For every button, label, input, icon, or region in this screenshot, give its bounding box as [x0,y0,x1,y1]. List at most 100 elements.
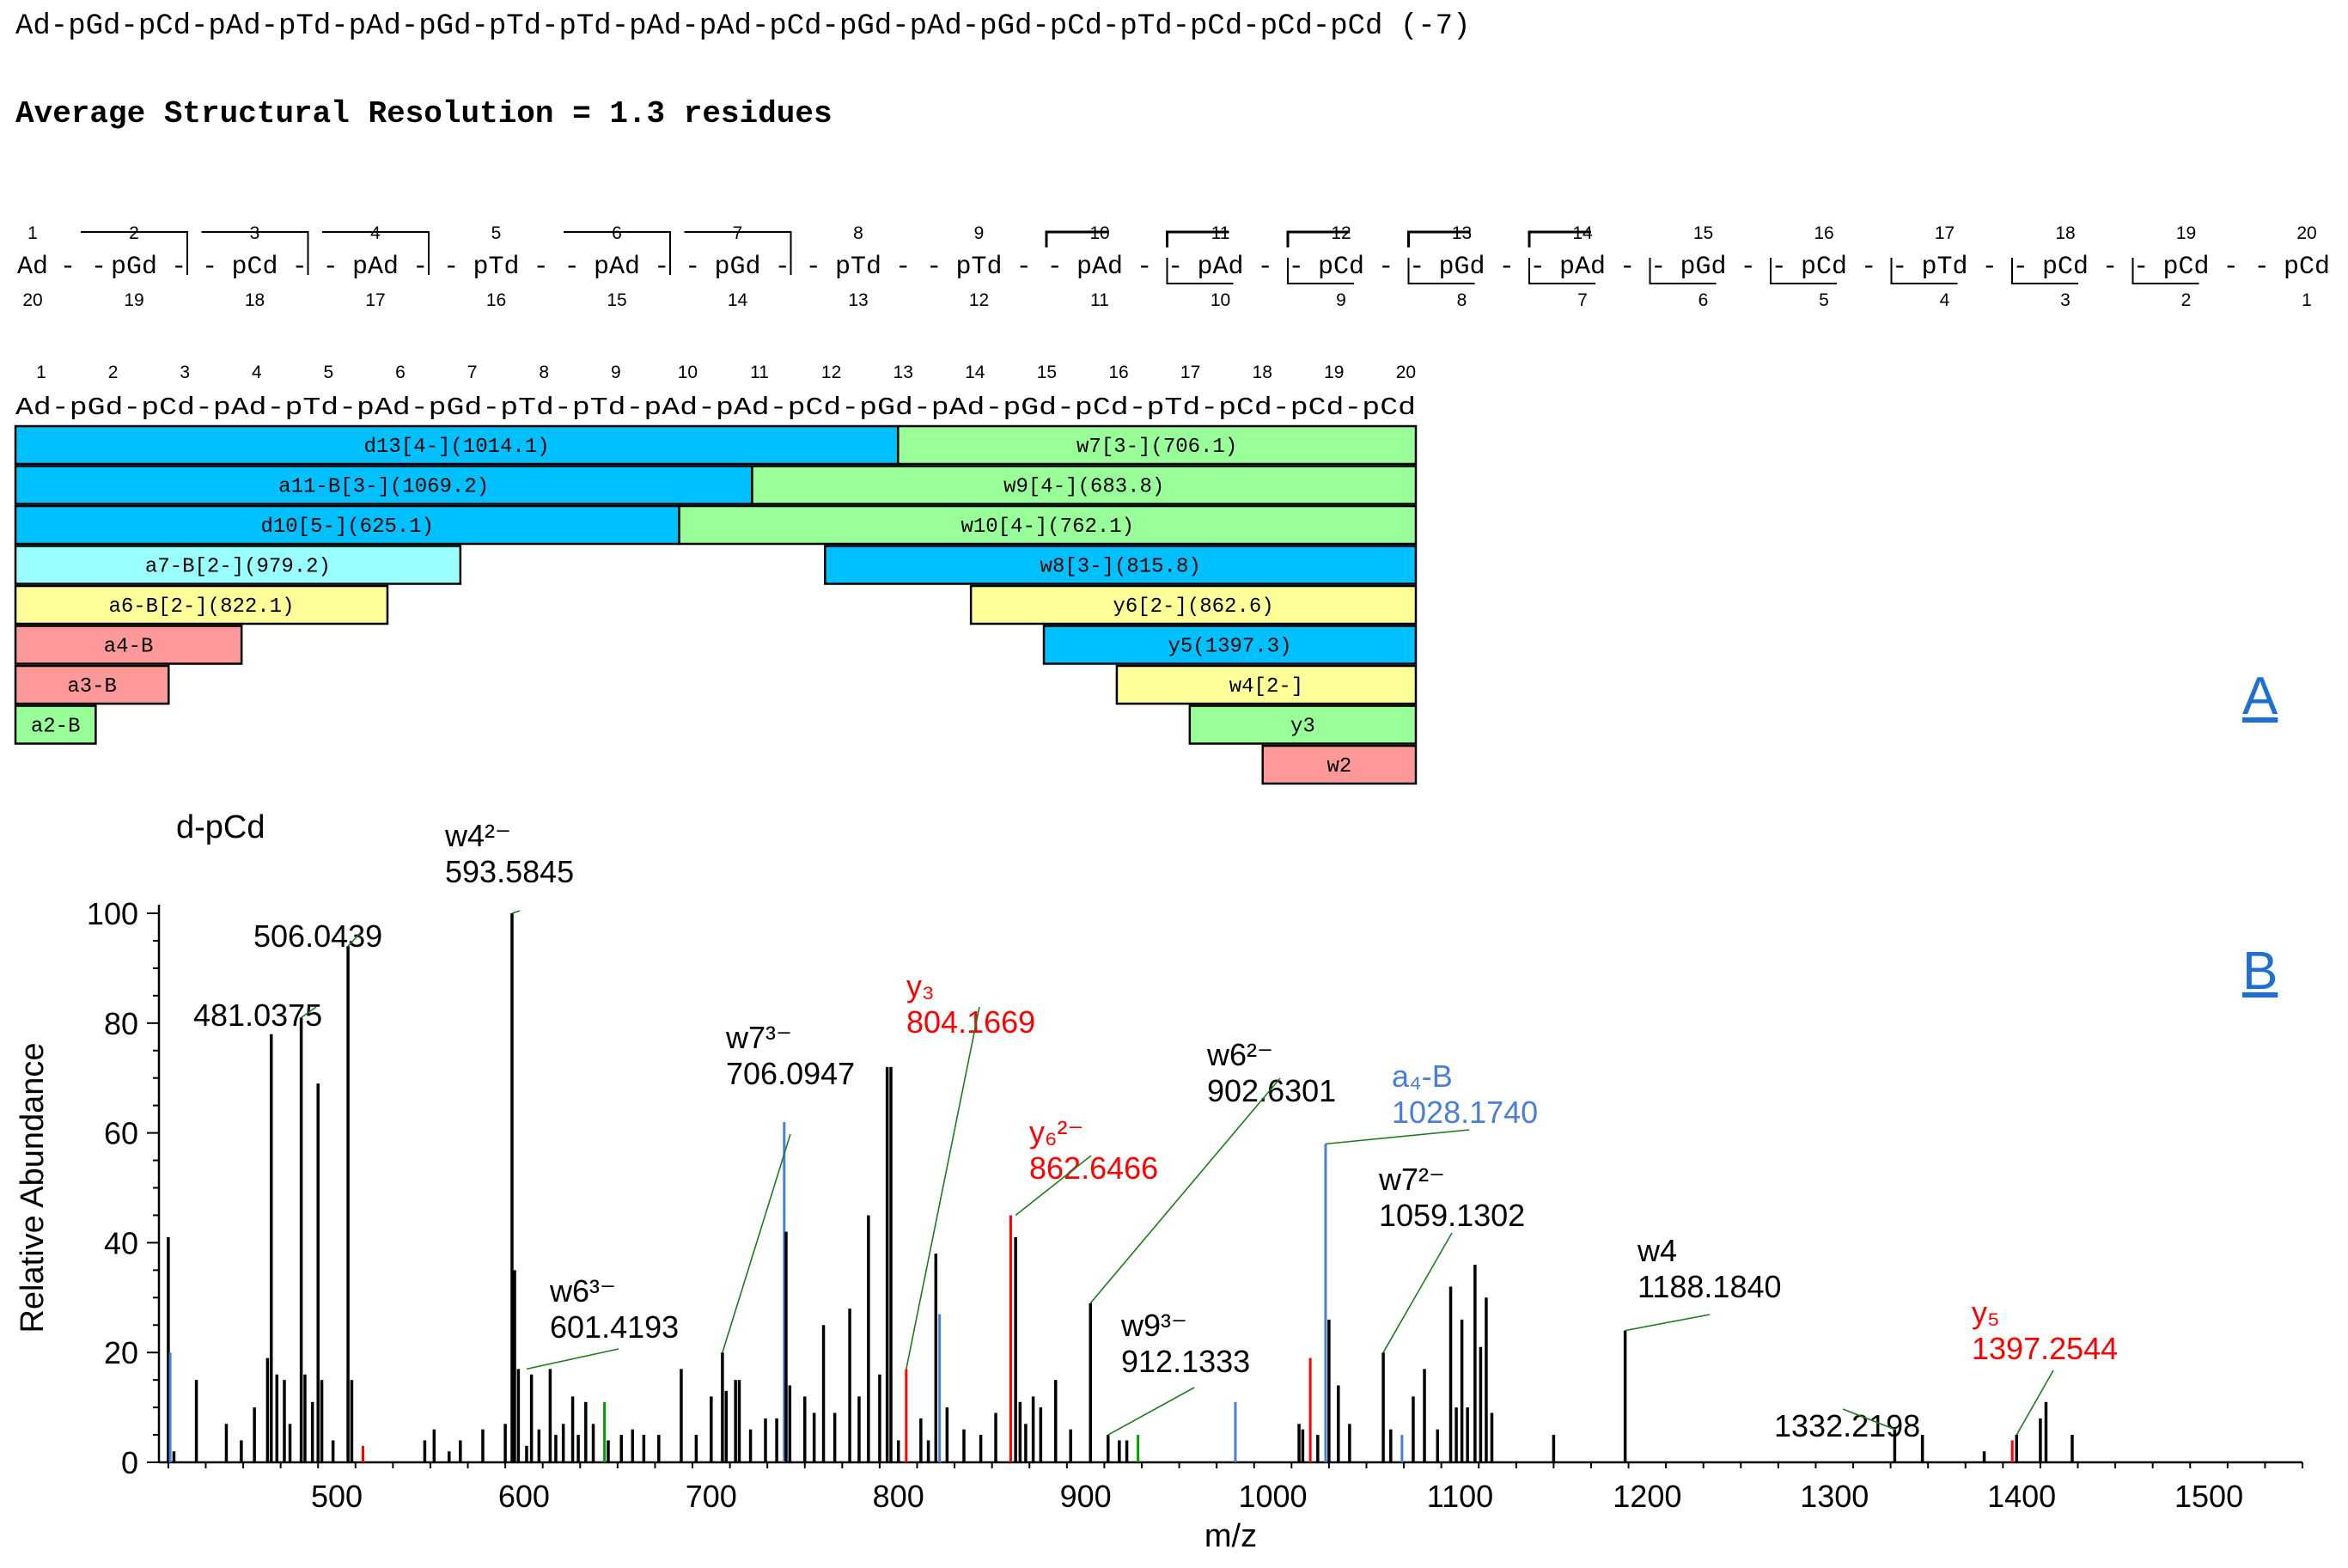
residue-token: pGd [714,253,760,282]
cleavage-bracket-left [1286,230,1350,247]
site-number-bottom: 19 [124,290,143,310]
x-tick-label: 1100 [1427,1479,1493,1514]
fragment-label: y5(1397.3) [1168,636,1292,659]
fragment-label: w7[3-](706.1) [1076,436,1237,459]
fragment-label: a4-B [104,636,154,659]
residue-number: 4 [252,363,262,382]
bond-dash: - - [654,253,700,282]
annotation-leader [1382,1232,1453,1353]
fragment-label: w8[3-](815.8) [1040,556,1201,579]
y-tick-label: 0 [121,1445,138,1480]
fragment-bar [14,424,900,466]
residue-number: 8 [539,363,549,382]
bond-dash: - - [412,253,459,282]
cleavage-bracket-bottom [1649,258,1717,284]
bond-dash: - - [895,253,942,282]
peak-annotation-name: w7²⁻ [1378,1162,1445,1197]
bond-dash: - - [2223,253,2270,282]
cleavage-bracket-bottom [2011,258,2078,284]
annotation-leader [1625,1314,1711,1332]
peak-annotation-mz: 1332.2198 [1774,1408,1920,1443]
peak-annotation-name: w6²⁻ [1206,1037,1273,1072]
site-number-bottom: 10 [1211,290,1230,310]
cleavage-bracket-right [201,231,309,275]
fragment-bar [678,504,1418,546]
fragment-bar [14,664,170,705]
site-number-bottom: 9 [1336,290,1346,310]
peak-annotation-mz: 1059.1302 [1379,1198,1525,1233]
residue-token: pTd [473,253,519,282]
annotation-leader [722,1133,791,1353]
residue-number: 20 [1396,363,1416,382]
panel-label-a: A [2242,667,2278,726]
residue-token: pCd [231,253,277,282]
fragment-bar [14,705,97,745]
peak-annotation-name: w9³⁻ [1120,1308,1187,1343]
fragment-coverage-map: 1 2 3 4 5 6 7 8 9 10 11 12 13 14 15 16 17 18 19 20Ad-pGd-pC… [14,363,1418,785]
panel-label-b: B [2242,942,2278,1001]
bond-dash: - - [1982,253,2028,282]
site-number-bottom: 8 [1457,290,1467,310]
site-number-bottom: 3 [2060,290,2071,310]
residue-token: pCd [2162,253,2209,282]
fragment-bar [896,424,1418,466]
peak-annotation-mz: 912.1333 [1121,1344,1250,1379]
fragment-label: y6[2-](862.6) [1113,595,1273,619]
bond-dash: - - [1137,253,1183,282]
x-tick-label: 600 [498,1479,550,1514]
cleavage-bracket-bottom [1407,258,1475,284]
residue-token: pGd [1680,253,1726,282]
fragment-label: d10[5-](625.1) [260,516,434,539]
fragment-label: y3 [1290,716,1315,739]
peak-annotation-name: w6³⁻ [549,1273,616,1309]
site-number-top: 17 [1935,223,1955,243]
peak-annotation-mz: 706.0947 [726,1056,855,1091]
peak-annotation-mz: 862.6466 [1029,1150,1158,1186]
x-tick-label: 1500 [2174,1479,2243,1514]
fragment-label: w9[4-](683.8) [1003,476,1164,499]
residue-number: 1 [36,363,46,382]
site-number-bottom: 18 [245,290,265,310]
fragment-label: a11-B[3-](1069.2) [278,476,489,499]
cleavage-bracket-bottom [1770,258,1837,284]
residue-number: 14 [965,363,985,382]
x-tick-label: 1400 [1987,1479,2056,1514]
residue-number: 13 [893,363,913,382]
cleavage-bracket-bottom [1890,258,1958,284]
x-tick-label: 500 [311,1479,363,1514]
chart-title: d-pCd [176,809,265,845]
peak-annotation-mz: 1028.1740 [1392,1095,1538,1130]
peak-annotation-mz: 1188.1840 [1638,1269,1782,1304]
bond-dash: - - [171,253,217,282]
bond-dash: - - [1741,253,1787,282]
residue-number: 12 [821,363,841,382]
x-tick-label: 800 [873,1479,924,1514]
y-tick-label: 40 [104,1225,138,1260]
residue-number: 9 [611,363,621,382]
fragment-bar [14,465,753,505]
fragment-bar [14,625,243,665]
fragment-bar [824,545,1418,585]
bond-dash: - - [1378,253,1424,282]
fragment-label: a3-B [67,675,117,699]
y-tick-label: 60 [104,1116,138,1151]
peak-annotation-name: y₃ [906,968,935,1004]
fragment-bar [14,545,462,585]
site-number-top: 19 [2176,223,2196,243]
fragment-label: a7-B[2-](979.2) [145,556,331,579]
fragment-bar [969,584,1418,625]
residue-number: 18 [1253,363,1272,382]
residue-number: 7 [467,363,478,382]
site-number-top: 5 [491,223,502,243]
bond-dash: - - [1499,253,1546,282]
bond-dash: - - [292,253,338,282]
site-number-bottom: 11 [1090,290,1109,310]
residue-number: 3 [180,363,190,382]
site-number-bottom: 20 [22,290,42,310]
residue-number: 11 [750,363,769,382]
x-tick-label: 900 [1060,1479,1112,1514]
residue-number: 16 [1108,363,1128,382]
fragment-bar [14,584,389,625]
cleavage-bracket-left [1528,230,1591,247]
